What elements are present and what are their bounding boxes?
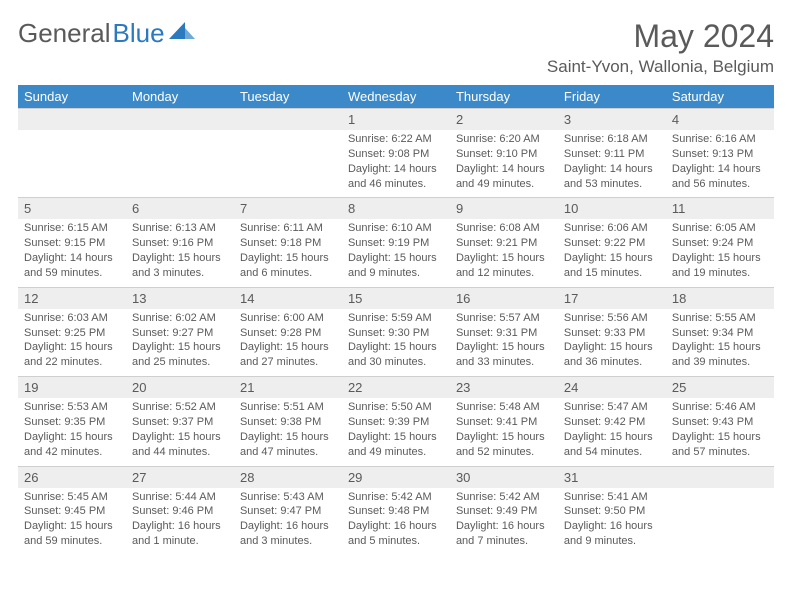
day-details: Sunrise: 6:20 AMSunset: 9:10 PMDaylight:… — [450, 130, 558, 197]
day-number — [126, 109, 234, 127]
day-number: 27 — [126, 467, 234, 488]
day-details: Sunrise: 6:16 AMSunset: 9:13 PMDaylight:… — [666, 130, 774, 197]
location: Saint-Yvon, Wallonia, Belgium — [547, 57, 774, 77]
day-details: Sunrise: 5:48 AMSunset: 9:41 PMDaylight:… — [450, 398, 558, 465]
day-header: Wednesday — [342, 85, 450, 109]
day-number: 9 — [450, 198, 558, 219]
day-details — [234, 130, 342, 190]
day-details: Sunrise: 5:59 AMSunset: 9:30 PMDaylight:… — [342, 309, 450, 376]
day-number: 19 — [18, 377, 126, 398]
day-number: 22 — [342, 377, 450, 398]
day-details: Sunrise: 5:50 AMSunset: 9:39 PMDaylight:… — [342, 398, 450, 465]
day-details: Sunrise: 6:11 AMSunset: 9:18 PMDaylight:… — [234, 219, 342, 286]
day-details: Sunrise: 5:47 AMSunset: 9:42 PMDaylight:… — [558, 398, 666, 465]
day-details: Sunrise: 5:41 AMSunset: 9:50 PMDaylight:… — [558, 488, 666, 555]
day-number — [234, 109, 342, 127]
day-number: 4 — [666, 109, 774, 130]
day-number: 25 — [666, 377, 774, 398]
day-details: Sunrise: 6:05 AMSunset: 9:24 PMDaylight:… — [666, 219, 774, 286]
day-number: 24 — [558, 377, 666, 398]
day-number: 6 — [126, 198, 234, 219]
day-details: Sunrise: 6:06 AMSunset: 9:22 PMDaylight:… — [558, 219, 666, 286]
day-number: 31 — [558, 467, 666, 488]
day-header: Sunday — [18, 85, 126, 109]
day-details: Sunrise: 5:44 AMSunset: 9:46 PMDaylight:… — [126, 488, 234, 555]
day-number: 12 — [18, 288, 126, 309]
day-details — [666, 488, 774, 548]
calendar-table: SundayMondayTuesdayWednesdayThursdayFrid… — [18, 85, 774, 555]
day-number: 15 — [342, 288, 450, 309]
day-header: Friday — [558, 85, 666, 109]
day-number: 2 — [450, 109, 558, 130]
day-details: Sunrise: 6:03 AMSunset: 9:25 PMDaylight:… — [18, 309, 126, 376]
day-details: Sunrise: 6:22 AMSunset: 9:08 PMDaylight:… — [342, 130, 450, 197]
day-details: Sunrise: 5:52 AMSunset: 9:37 PMDaylight:… — [126, 398, 234, 465]
day-number — [666, 467, 774, 485]
day-details: Sunrise: 6:10 AMSunset: 9:19 PMDaylight:… — [342, 219, 450, 286]
day-number: 1 — [342, 109, 450, 130]
day-number: 26 — [18, 467, 126, 488]
day-details: Sunrise: 6:02 AMSunset: 9:27 PMDaylight:… — [126, 309, 234, 376]
day-number: 16 — [450, 288, 558, 309]
day-details: Sunrise: 6:18 AMSunset: 9:11 PMDaylight:… — [558, 130, 666, 197]
day-details: Sunrise: 5:55 AMSunset: 9:34 PMDaylight:… — [666, 309, 774, 376]
day-number: 8 — [342, 198, 450, 219]
day-number: 3 — [558, 109, 666, 130]
day-details: Sunrise: 5:46 AMSunset: 9:43 PMDaylight:… — [666, 398, 774, 465]
day-number: 17 — [558, 288, 666, 309]
day-number — [18, 109, 126, 127]
day-details — [18, 130, 126, 190]
day-details: Sunrise: 5:43 AMSunset: 9:47 PMDaylight:… — [234, 488, 342, 555]
day-header: Saturday — [666, 85, 774, 109]
logo-triangle-icon — [169, 19, 195, 39]
day-details — [126, 130, 234, 190]
day-number: 29 — [342, 467, 450, 488]
day-details: Sunrise: 6:13 AMSunset: 9:16 PMDaylight:… — [126, 219, 234, 286]
day-number: 18 — [666, 288, 774, 309]
day-header: Tuesday — [234, 85, 342, 109]
day-number: 23 — [450, 377, 558, 398]
day-number: 5 — [18, 198, 126, 219]
day-number: 30 — [450, 467, 558, 488]
day-details: Sunrise: 5:42 AMSunset: 9:49 PMDaylight:… — [450, 488, 558, 555]
day-number: 21 — [234, 377, 342, 398]
day-number: 28 — [234, 467, 342, 488]
day-details: Sunrise: 5:51 AMSunset: 9:38 PMDaylight:… — [234, 398, 342, 465]
day-details: Sunrise: 5:56 AMSunset: 9:33 PMDaylight:… — [558, 309, 666, 376]
day-header: Thursday — [450, 85, 558, 109]
day-details: Sunrise: 5:45 AMSunset: 9:45 PMDaylight:… — [18, 488, 126, 555]
day-number: 10 — [558, 198, 666, 219]
day-number: 11 — [666, 198, 774, 219]
day-details: Sunrise: 6:08 AMSunset: 9:21 PMDaylight:… — [450, 219, 558, 286]
day-number: 7 — [234, 198, 342, 219]
day-details: Sunrise: 5:57 AMSunset: 9:31 PMDaylight:… — [450, 309, 558, 376]
day-details: Sunrise: 5:42 AMSunset: 9:48 PMDaylight:… — [342, 488, 450, 555]
day-details: Sunrise: 6:00 AMSunset: 9:28 PMDaylight:… — [234, 309, 342, 376]
month-title: May 2024 — [547, 18, 774, 55]
logo-text-blue: Blue — [113, 18, 165, 49]
day-header: Monday — [126, 85, 234, 109]
day-number: 20 — [126, 377, 234, 398]
day-number: 13 — [126, 288, 234, 309]
logo: GeneralBlue — [18, 18, 195, 49]
day-details: Sunrise: 5:53 AMSunset: 9:35 PMDaylight:… — [18, 398, 126, 465]
day-details: Sunrise: 6:15 AMSunset: 9:15 PMDaylight:… — [18, 219, 126, 286]
logo-text-gray: General — [18, 18, 111, 49]
day-number: 14 — [234, 288, 342, 309]
